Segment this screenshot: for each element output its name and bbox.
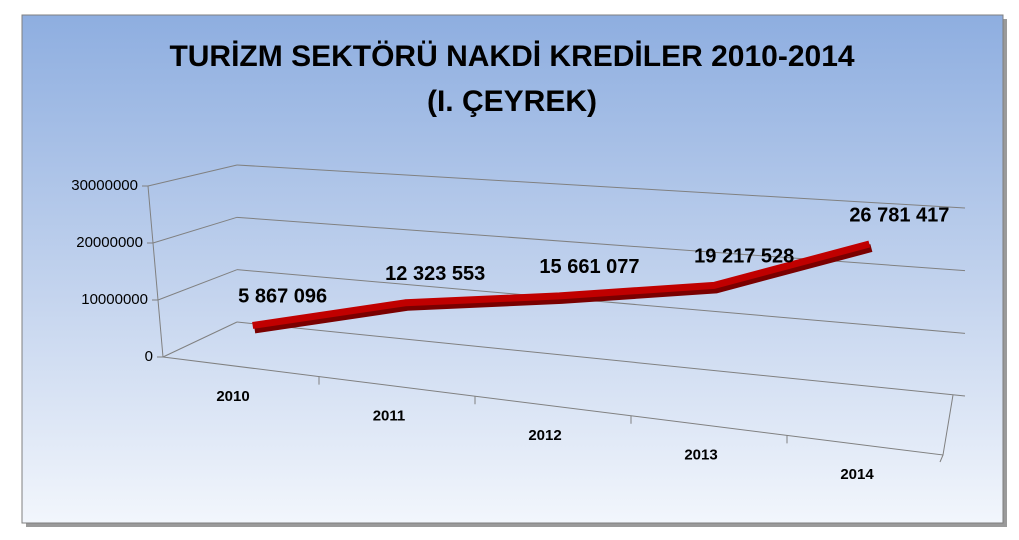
grid-line bbox=[236, 269, 966, 334]
grid-line bbox=[236, 321, 966, 397]
y-tick-label: 0 bbox=[145, 348, 153, 365]
line-shadow bbox=[254, 244, 873, 334]
value-label: 26 781 417 bbox=[849, 204, 949, 226]
x-tick-label: 2014 bbox=[840, 466, 874, 483]
x-tick-label: 2010 bbox=[216, 388, 249, 405]
value-label: 12 323 553 bbox=[385, 263, 485, 285]
chart-subtitle: (I. ÇEYREK) bbox=[427, 85, 597, 118]
grid-line bbox=[236, 164, 966, 209]
grid-line bbox=[147, 164, 238, 187]
y-tick-label: 10000000 bbox=[81, 291, 148, 308]
y-axis bbox=[147, 185, 164, 358]
grid-line bbox=[157, 269, 238, 301]
x-tick-label: 2013 bbox=[684, 447, 717, 464]
x-tick-label: 2012 bbox=[528, 427, 561, 444]
grid-line bbox=[162, 321, 238, 358]
grid-line bbox=[152, 216, 238, 244]
y-tick-label: 20000000 bbox=[76, 234, 143, 251]
value-label: 15 661 077 bbox=[539, 256, 639, 278]
chart-title: TURİZM SEKTÖRÜ NAKDİ KREDİLER 2010-2014 bbox=[169, 40, 854, 73]
x-tick-label: 2011 bbox=[373, 407, 406, 424]
floor-corner bbox=[939, 454, 944, 463]
value-label: 5 867 096 bbox=[238, 286, 327, 308]
chart-area bbox=[21, 14, 1004, 524]
data-line bbox=[252, 240, 871, 329]
value-label: 19 217 528 bbox=[694, 246, 794, 268]
y-tick-label: 30000000 bbox=[71, 177, 138, 194]
grid-line bbox=[236, 216, 966, 272]
